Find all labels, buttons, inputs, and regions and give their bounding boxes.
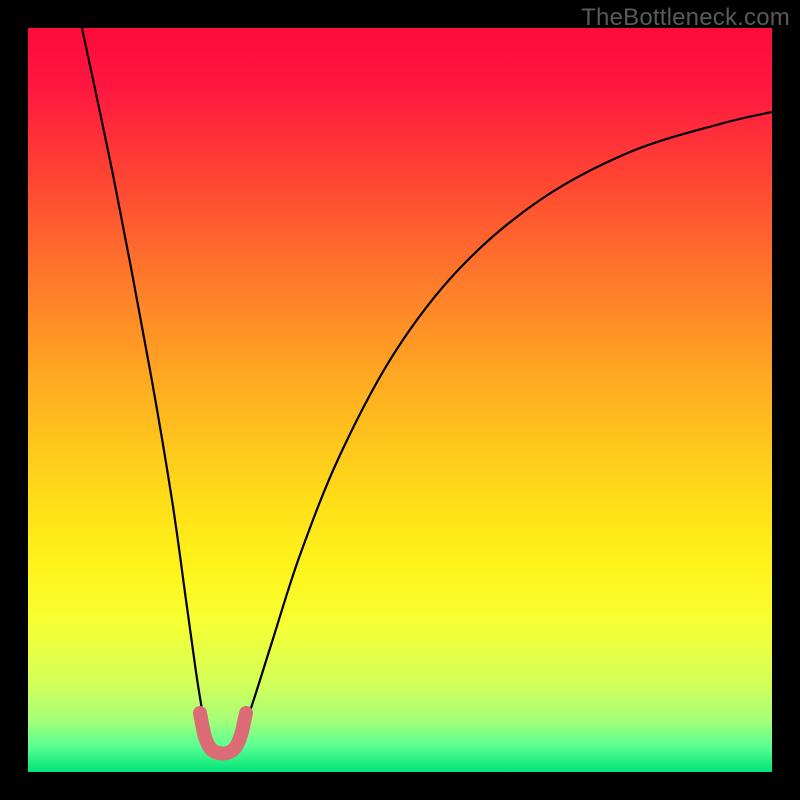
watermark-text: TheBottleneck.com [581, 4, 790, 32]
chart-container: TheBottleneck.com [0, 0, 800, 800]
bottleneck-chart [0, 0, 800, 800]
